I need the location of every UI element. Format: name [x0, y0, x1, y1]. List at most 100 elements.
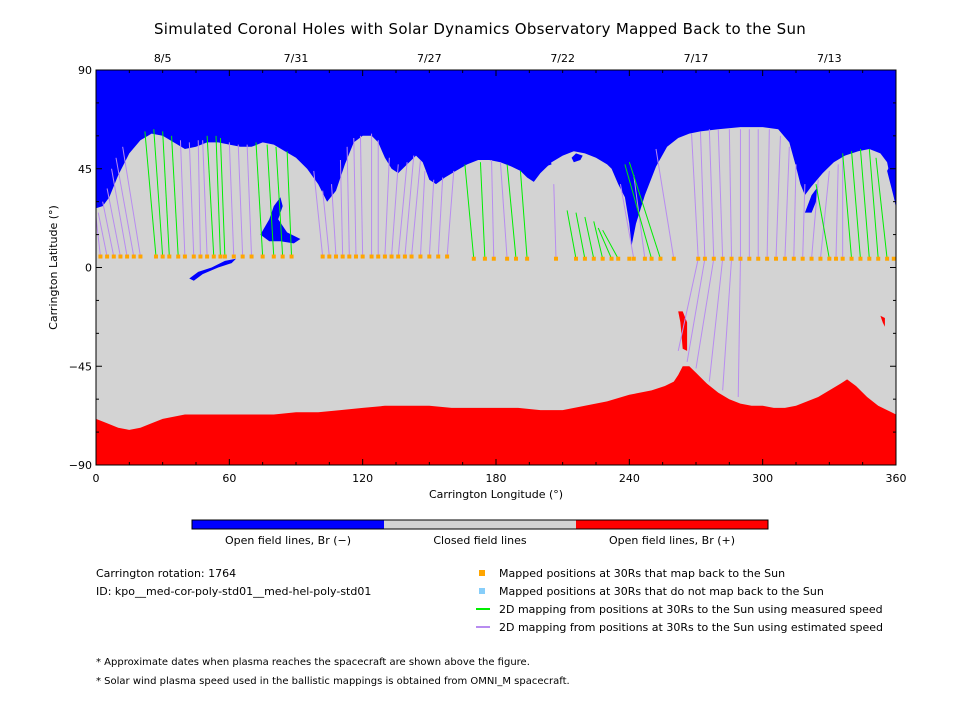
- measured-speed-mapping-line: [628, 162, 661, 259]
- colorbar-frame: [191, 519, 769, 530]
- measured-speed-mapping-line: [851, 151, 861, 259]
- mapped-position-point: [249, 254, 254, 259]
- x-tick-label: 120: [352, 472, 373, 485]
- estimated-speed-mapping-line: [722, 258, 733, 391]
- measured-speed-mapping-line: [479, 162, 486, 259]
- negative-coronal-hole-patch: [538, 155, 552, 167]
- estimated-speed-mapping-line: [359, 135, 364, 257]
- estimated-speed-mapping-line: [437, 177, 444, 257]
- mapped-position-point: [885, 256, 890, 261]
- mapped-position-point: [582, 256, 587, 261]
- chart-title: Simulated Coronal Holes with Solar Dynam…: [153, 20, 807, 38]
- measured-speed-mapping-line: [575, 212, 586, 259]
- y-axis-label: Carrington Latitude (°): [47, 205, 60, 330]
- y-tick-label: −90: [69, 459, 92, 472]
- x-tick-label: 0: [93, 472, 100, 485]
- mapped-position-point: [505, 256, 510, 261]
- mapped-position-point: [376, 254, 381, 259]
- mapped-position-point: [231, 254, 236, 259]
- south-coronal-hole: [96, 366, 896, 465]
- mapped-position-point: [105, 254, 110, 259]
- mapped-position-point: [671, 256, 676, 261]
- mapped-position-point: [800, 256, 805, 261]
- colorbar-label-negative: Open field lines, Br (−): [224, 534, 352, 547]
- mapped-position-point: [765, 256, 770, 261]
- mapped-position-point: [222, 254, 227, 259]
- mapped-position-point: [491, 256, 496, 261]
- colorbar-segment: [576, 520, 768, 529]
- legend-measured-line: [476, 608, 490, 610]
- mapped-position-point: [782, 256, 787, 261]
- negative-coronal-hole-patch: [887, 157, 896, 207]
- measured-speed-mapping-line: [171, 135, 179, 257]
- measured-speed-mapping-line: [602, 229, 619, 259]
- negative-coronal-hole-patch: [189, 258, 236, 281]
- mapped-position-point: [369, 254, 374, 259]
- negative-coronal-hole-patch: [804, 186, 819, 213]
- y-tick-label: −45: [69, 360, 92, 373]
- mapped-position-point: [774, 256, 778, 261]
- mapped-position-point: [711, 256, 716, 261]
- measured-speed-mapping-line: [266, 144, 275, 257]
- mapped-position-point: [218, 254, 223, 259]
- estimated-speed-mapping-line: [691, 133, 699, 259]
- mapped-position-point: [427, 254, 432, 259]
- estimated-speed-mapping-line: [111, 168, 128, 257]
- estimated-speed-mapping-line: [708, 258, 724, 382]
- mapped-position-point: [280, 254, 285, 259]
- mapped-position-point: [260, 254, 265, 259]
- colorbar-segment: [192, 520, 384, 529]
- mapped-position-point: [514, 256, 518, 261]
- mapped-position-point: [205, 254, 210, 259]
- estimated-speed-mapping-line: [339, 159, 344, 257]
- estimated-speed-mapping-line: [695, 258, 715, 369]
- x-tick-label: 60: [222, 472, 236, 485]
- mapped-position-point: [271, 254, 276, 259]
- carrington-rotation-label: Carrington rotation: 1764: [96, 567, 237, 580]
- estimated-speed-mapping-line: [188, 142, 195, 257]
- estimated-speed-mapping-line: [793, 164, 797, 259]
- estimated-speed-mapping-line: [202, 140, 208, 257]
- mapped-position-point: [738, 256, 743, 261]
- estimated-speed-mapping-line: [179, 140, 186, 257]
- mapped-position-point: [818, 256, 823, 261]
- y-tick-label: 0: [85, 262, 92, 275]
- mapped-position-point: [445, 254, 450, 259]
- x-axis-label: Carrington Longitude (°): [429, 488, 563, 501]
- footnote-dates: * Approximate dates when plasma reaches …: [96, 657, 530, 668]
- measured-speed-mapping-line: [144, 131, 157, 257]
- measured-speed-mapping-line: [162, 131, 170, 257]
- measured-speed-mapping-line: [842, 153, 853, 259]
- mapped-position-point: [609, 256, 614, 261]
- mapped-position-point: [702, 256, 707, 261]
- measured-speed-mapping-line: [255, 142, 264, 257]
- mapped-position-point: [867, 256, 872, 261]
- mapped-position-point: [658, 256, 663, 261]
- estimated-speed-mapping-line: [322, 190, 330, 257]
- measured-speed-mapping-line: [868, 148, 879, 259]
- mapped-position-point: [747, 256, 752, 261]
- measured-speed-mapping-line: [206, 135, 215, 257]
- mapped-position-point: [240, 254, 245, 259]
- measured-speed-mapping-line: [597, 227, 613, 259]
- estimated-speed-mapping-line: [346, 146, 350, 257]
- measured-speed-mapping-line: [875, 157, 888, 259]
- mapped-position-point: [720, 256, 725, 261]
- mapped-position-point: [176, 254, 181, 259]
- colorbar-label-positive: Open field lines, Br (+): [608, 534, 736, 547]
- mapped-position-point: [360, 254, 365, 259]
- estimated-speed-mapping-line: [737, 258, 741, 397]
- estimated-speed-mapping-line: [106, 188, 121, 257]
- estimated-speed-mapping-line: [397, 162, 408, 257]
- measured-speed-mapping-line: [519, 170, 528, 259]
- mapped-position-point: [649, 256, 654, 261]
- mapped-position-point: [627, 256, 632, 261]
- date-tick-label: 7/17: [684, 52, 709, 65]
- mapped-position-point: [191, 254, 196, 259]
- x-tick-label: 180: [486, 472, 507, 485]
- estimated-speed-mapping-line: [237, 144, 244, 257]
- legend-unmapped-marker: [479, 588, 485, 594]
- mapped-position-point: [418, 254, 423, 259]
- estimated-speed-mapping-line: [677, 258, 699, 351]
